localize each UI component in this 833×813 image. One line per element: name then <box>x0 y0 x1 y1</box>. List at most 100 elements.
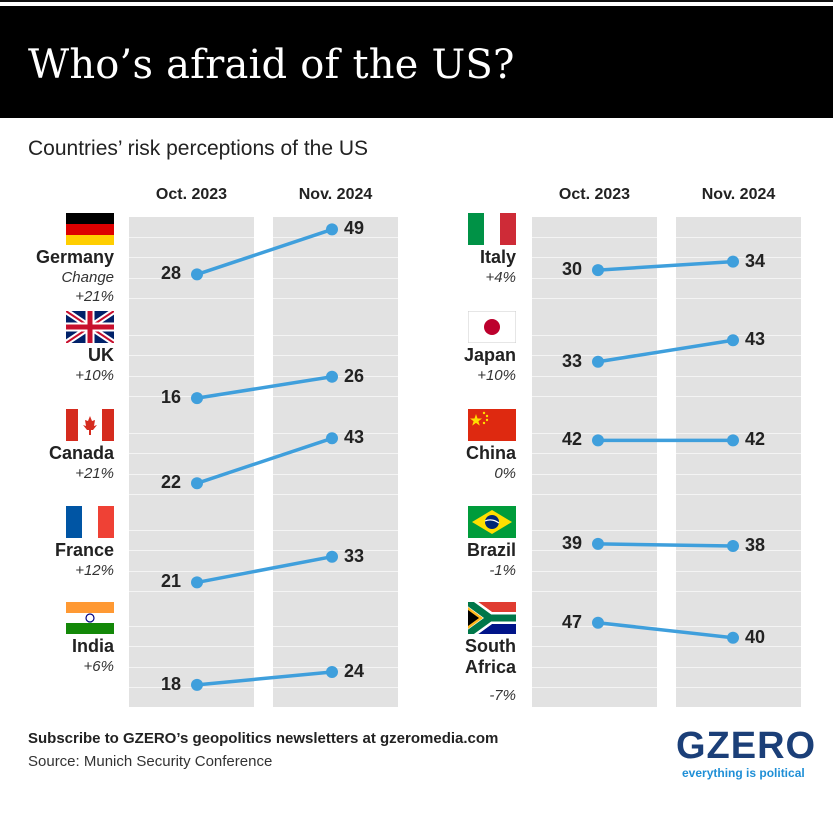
gridline <box>676 355 801 356</box>
gridline <box>676 494 801 495</box>
data-point-south-africa-start <box>592 616 604 629</box>
data-point-china-start <box>592 434 604 447</box>
gridline <box>676 335 801 336</box>
source-text: Source: Munich Security Conference <box>28 753 273 770</box>
logo-tagline: everything is political <box>682 766 805 780</box>
country-label-germany: Germany Change +21% <box>14 247 114 306</box>
series-line-japan <box>597 338 734 364</box>
value-label-uk-start: 16 <box>161 387 182 408</box>
change-value: +12% <box>75 562 114 579</box>
value-label-france-end: 33 <box>344 545 365 566</box>
value-label-uk-end: 26 <box>344 365 365 386</box>
gridline <box>676 396 801 397</box>
canada-flag-icon <box>66 409 114 441</box>
gridline <box>676 687 801 688</box>
country-name: Italy <box>479 247 516 267</box>
series-line-brazil <box>597 542 734 548</box>
data-point-brazil-start <box>592 537 604 550</box>
change-value: +10% <box>75 367 114 384</box>
change-value: 0% <box>494 465 516 482</box>
change-value: +10% <box>477 367 516 384</box>
gridline <box>129 257 254 258</box>
data-point-canada-end <box>326 432 338 445</box>
plot-band <box>676 606 801 707</box>
top-rule <box>0 0 833 2</box>
data-point-south-africa-end <box>727 631 739 644</box>
plot-band <box>676 217 801 318</box>
plot-band <box>532 510 657 611</box>
data-point-japan-end <box>727 334 739 347</box>
series-line-italy <box>597 259 734 272</box>
title-banner: Who’s afraid of the US? <box>0 6 833 118</box>
gridline <box>273 494 398 495</box>
gridline <box>273 646 398 647</box>
series-line-canada <box>196 436 333 485</box>
gridline <box>129 335 254 336</box>
data-point-uk-start <box>191 392 203 405</box>
change-value: +21% <box>75 465 114 482</box>
gridline <box>129 237 254 238</box>
gridline <box>532 453 657 454</box>
data-point-brazil-end <box>727 540 739 552</box>
plot-band <box>676 413 801 514</box>
value-label-south-africa-start: 47 <box>562 611 583 632</box>
gridline <box>676 530 801 531</box>
value-label-japan-start: 33 <box>562 350 583 371</box>
country-label-brazil: Brazil -1% <box>416 540 516 580</box>
left-col-end-label: Nov. 2024 <box>298 186 373 203</box>
left-col-start-label: Oct. 2023 <box>155 186 228 203</box>
china-flag-icon <box>468 409 516 441</box>
country-name: Japan <box>463 345 516 365</box>
gridline <box>532 355 657 356</box>
data-point-france-end <box>326 550 338 563</box>
gridline <box>676 591 801 592</box>
brazil-flag-icon <box>468 506 516 538</box>
series-line-india <box>196 670 333 687</box>
value-label-canada-end: 43 <box>344 427 365 448</box>
change-value: -7% <box>489 687 516 704</box>
gridline <box>129 278 254 279</box>
data-point-germany-end <box>326 223 338 236</box>
change-value: +6% <box>83 658 114 675</box>
gridline <box>273 474 398 475</box>
country-name: South Africa <box>464 636 516 677</box>
italy-flag-icon <box>468 213 516 245</box>
data-point-india-end <box>326 666 338 678</box>
subscribe-text: Subscribe to GZERO’s geopolitics newslet… <box>28 730 499 747</box>
data-point-germany-start <box>191 268 203 281</box>
country-name: Germany <box>35 247 114 267</box>
chart-subtitle: Countries’ risk perceptions of the US <box>28 137 369 160</box>
gridline <box>129 355 254 356</box>
gridline <box>129 494 254 495</box>
change-caption: Change <box>61 269 114 286</box>
gridline <box>532 257 657 258</box>
gridline <box>273 453 398 454</box>
gridline <box>532 530 657 531</box>
gridline <box>676 376 801 377</box>
japan-flag-icon <box>468 311 516 343</box>
value-label-italy-start: 30 <box>562 259 583 280</box>
series-line-uk <box>196 374 333 400</box>
gridline <box>676 257 801 258</box>
gridline <box>532 335 657 336</box>
gridline <box>129 530 254 531</box>
series-line-france <box>196 554 333 585</box>
gridline <box>532 278 657 279</box>
gridline <box>532 667 657 668</box>
gridline <box>129 626 254 627</box>
gridline <box>273 550 398 551</box>
gridline <box>676 550 801 551</box>
uk-flag-icon <box>66 311 114 343</box>
gridline <box>676 453 801 454</box>
gridline <box>273 335 398 336</box>
value-label-brazil-end: 38 <box>745 535 766 555</box>
data-point-china-end <box>727 434 739 447</box>
page-title: Who’s afraid of the US? <box>28 42 515 88</box>
plot-band <box>676 510 801 611</box>
country-label-south-africa: South Africa -7% <box>416 636 516 705</box>
gridline <box>532 237 657 238</box>
gridline <box>532 396 657 397</box>
gridline <box>532 646 657 647</box>
gridline <box>129 550 254 551</box>
country-label-uk: UK +10% <box>14 345 114 385</box>
